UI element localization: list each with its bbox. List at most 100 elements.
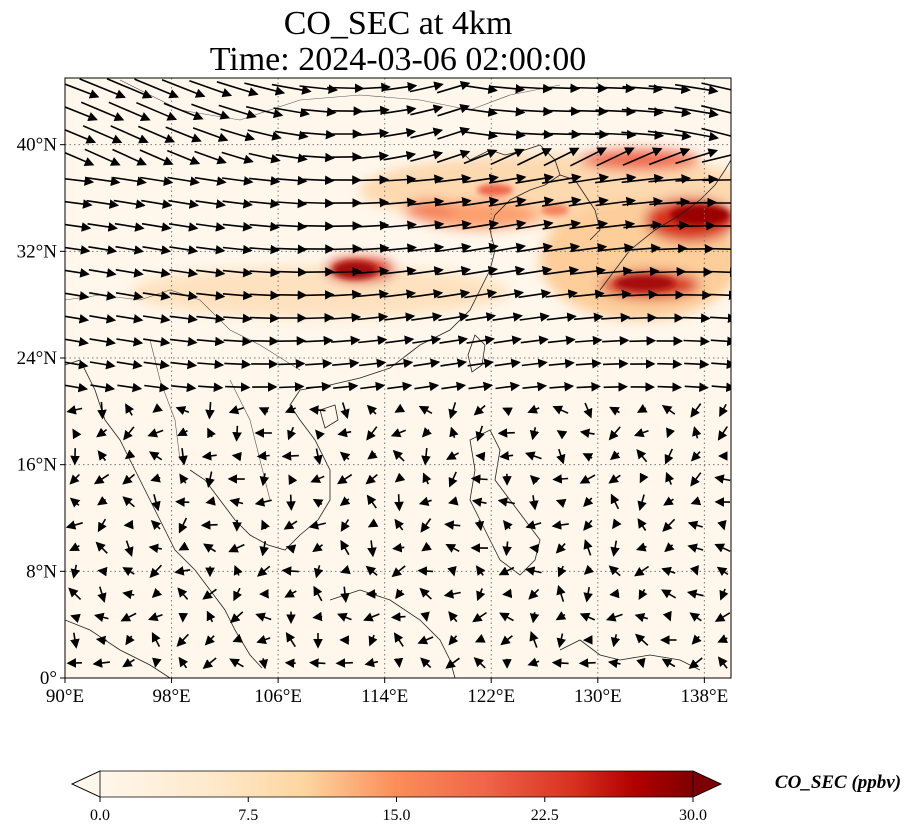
wind-arrow-455 <box>205 496 216 506</box>
coast-taiwan <box>467 334 486 373</box>
wind-arrow-41 <box>490 107 526 117</box>
wind-arrow-626 <box>92 658 110 668</box>
wind-arrow-302 <box>116 359 143 370</box>
wind-arrow-428 <box>150 473 161 483</box>
wind-arrow-271 <box>628 312 658 323</box>
wind-arrow-51 <box>82 125 123 144</box>
wind-arrow-48 <box>674 106 719 119</box>
wind-arrow-39 <box>437 103 470 117</box>
wind-arrow-322 <box>657 359 683 369</box>
wind-arrow-152 <box>114 222 145 232</box>
wind-arrow-127 <box>113 199 146 209</box>
wind-arrow-548 <box>689 565 699 576</box>
wind-arrow-385 <box>337 427 352 438</box>
wind-arrow-14 <box>436 80 471 94</box>
wind-arrow-262 <box>384 312 416 322</box>
wind-arrow-200 <box>65 268 90 278</box>
wind-arrow-639 <box>445 657 460 669</box>
wind-arrow-387 <box>390 428 406 438</box>
cb-tick-label-0: 0.0 <box>90 807 110 824</box>
wind-arrow-556 <box>233 587 242 602</box>
wind-arrow-8 <box>271 83 312 95</box>
wind-arrow-353 <box>152 403 163 413</box>
wind-arrow-108 <box>276 175 308 186</box>
wind-arrow-269 <box>573 312 604 323</box>
wind-arrow-78 <box>139 149 174 166</box>
wind-arrow-142 <box>515 196 555 207</box>
wind-arrow-164 <box>435 219 472 230</box>
wind-arrow-584 <box>312 611 323 622</box>
wind-arrow-294 <box>575 335 603 346</box>
wind-arrow-237 <box>383 289 417 299</box>
wind-arrow-463 <box>418 496 432 506</box>
wind-arrow-398 <box>692 426 702 439</box>
wind-arrow-278 <box>143 336 171 347</box>
wind-arrow-299 <box>710 336 731 347</box>
wind-arrow-194 <box>570 242 608 253</box>
lat-tick-label-0: 0° <box>40 668 57 689</box>
wind-arrow-320 <box>602 359 629 369</box>
wind-arrow-334 <box>306 381 332 392</box>
wind-arrow-277 <box>116 337 144 347</box>
wind-arrow-395 <box>608 426 621 441</box>
wind-arrow-576 <box>94 612 109 622</box>
wind-arrow-578 <box>147 612 163 622</box>
wind-arrow-558 <box>284 588 297 598</box>
wind-arrow-447 <box>665 471 675 485</box>
wind-arrow-553 <box>151 587 163 599</box>
cb-tick-label-1: 7.5 <box>238 807 258 824</box>
plume-core-2 <box>670 205 730 225</box>
wind-arrow-179 <box>169 245 199 255</box>
wind-arrow-338 <box>414 381 440 392</box>
wind-arrow-361 <box>366 404 378 415</box>
wind-arrow-144 <box>568 196 609 207</box>
wind-arrow-11 <box>354 82 391 93</box>
wind-arrow-158 <box>276 221 308 232</box>
wind-arrow-216 <box>490 265 526 276</box>
wind-arrow-53 <box>137 125 176 143</box>
wind-arrow-81 <box>221 151 254 164</box>
wind-arrow-635 <box>335 658 353 668</box>
wind-arrow-125 <box>65 199 93 209</box>
lon-tick-label-3: 114°E <box>361 686 408 707</box>
wind-arrow-453 <box>151 494 161 512</box>
wind-arrow-523 <box>687 543 704 553</box>
wind-arrow-52 <box>110 125 149 144</box>
wind-arrow-23 <box>674 83 719 95</box>
wind-arrow-293 <box>547 335 576 346</box>
wind-arrow-171 <box>623 220 663 230</box>
wind-arrow-20 <box>596 83 636 94</box>
map-frame <box>64 77 732 679</box>
wind-arrow-308 <box>278 359 306 369</box>
wind-arrow-381 <box>232 425 242 442</box>
wind-arrow-525 <box>70 564 81 579</box>
wind-arrow-6 <box>216 81 259 97</box>
wind-arrow-532 <box>256 565 271 577</box>
wind-arrow-323 <box>684 359 710 369</box>
wind-arrow-104 <box>167 176 200 186</box>
wind-arrow-350 <box>66 405 83 415</box>
wind-arrow-181 <box>222 244 253 255</box>
wind-arrow-32 <box>246 105 284 119</box>
wind-arrow-498 <box>687 520 703 530</box>
chart-title: CO_SEC at 4km <box>283 5 513 42</box>
wind-arrow-47 <box>648 107 692 118</box>
wind-arrow-28 <box>136 101 178 121</box>
wind-arrow-37 <box>382 105 417 115</box>
wind-arrow-490 <box>474 520 485 532</box>
wind-arrow-170 <box>596 219 636 230</box>
wind-arrow-213 <box>409 266 444 276</box>
wind-arrow-394 <box>579 428 595 438</box>
wind-arrow-404 <box>178 447 188 466</box>
wind-arrow-522 <box>664 542 675 553</box>
wind-arrow-439 <box>448 471 458 488</box>
wind-arrow-136 <box>356 197 390 208</box>
wind-arrow-649 <box>717 656 728 669</box>
wind-arrow-586 <box>363 612 380 622</box>
wind-arrow-396 <box>633 428 649 438</box>
wind-arrow-646 <box>636 657 646 669</box>
lon-axis: 90°E 98°E 106°E 114°E 122°E 130°E 138°E <box>46 678 728 707</box>
wind-arrow-497 <box>662 518 676 532</box>
wind-arrow-289 <box>439 335 469 345</box>
